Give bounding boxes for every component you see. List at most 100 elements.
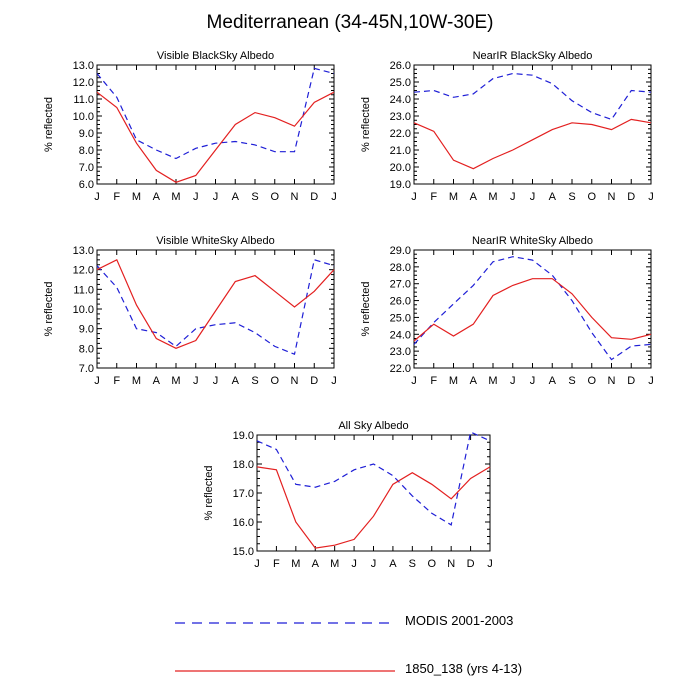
x-tick-label: M [132,375,141,387]
x-tick-label: J [193,191,199,203]
x-tick-label: D [627,375,635,387]
x-tick-label: M [449,191,458,203]
series-line-modis [96,259,335,356]
x-tick-label: M [449,375,458,387]
y-tick-label: 23.0 [390,346,411,358]
y-tick-label: 17.0 [233,488,254,500]
legend-swatch-modis [175,622,395,624]
series-line-model [413,118,652,170]
x-tick-label: J [530,191,536,203]
panel-all-sky: All Sky Albedo % reflected 15.0 16.0 17.0 18.… [203,420,493,570]
x-tick-label: A [312,558,320,570]
y-tick-label: 8.0 [79,343,94,355]
x-tick-label: S [251,375,258,387]
x-tick-label: M [171,375,180,387]
x-tick-label: J [510,191,516,203]
legend-label-model: 1850_138 (yrs 4-13) [405,661,523,676]
y-axis-label: % reflected [360,97,372,152]
x-tick-label: D [310,375,318,387]
x-tick-label: J [331,375,337,387]
x-tick-label: J [648,375,654,387]
y-tick-label: 13.0 [73,245,94,257]
y-tick-label: 10.0 [73,304,94,316]
x-tick-label: O [270,375,279,387]
x-tick-label: J [254,558,260,570]
x-tick-label: D [467,558,475,570]
series-line-modis [413,72,652,121]
y-tick-label: 25.0 [390,312,411,324]
panel-visible-blacksky: Visible BlackSky Albedo % reflected 6.0 7.0… [43,50,337,203]
y-tick-label: 25.0 [390,77,411,89]
y-axis-label: % reflected [203,465,215,520]
x-tick-label: J [331,191,337,203]
plot-frame [256,434,491,552]
legend-item-modis: MODIS 2001-2003 [0,613,700,633]
panel-title: Visible WhiteSky Albedo [156,235,274,247]
y-tick-label: 19.0 [390,179,411,191]
x-tick-label: J [371,558,377,570]
y-tick-label: 26.0 [390,296,411,308]
x-tick-label: J [94,375,100,387]
x-tick-label: S [568,191,575,203]
x-tick-label: A [153,375,161,387]
x-tick-label: N [291,191,299,203]
x-tick-label: M [132,191,141,203]
series-line-model [256,466,491,549]
panel-title: All Sky Albedo [338,420,408,432]
y-tick-label: 29.0 [390,245,411,257]
y-tick-label: 15.0 [233,546,254,558]
y-tick-label: 28.0 [390,262,411,274]
x-tick-label: M [330,558,339,570]
x-tick-label: F [430,375,437,387]
y-axis-label: % reflected [43,281,55,336]
x-tick-label: A [470,375,478,387]
legend-label-modis: MODIS 2001-2003 [405,613,514,628]
x-tick-label: J [530,375,536,387]
x-tick-label: J [213,191,219,203]
x-tick-label: J [411,375,417,387]
y-tick-label: 6.0 [79,179,94,191]
y-tick-label: 19.0 [233,430,254,442]
y-tick-label: 22.0 [390,128,411,140]
x-tick-label: N [447,558,455,570]
panel-title: NearIR BlackSky Albedo [473,50,593,62]
x-tick-label: J [411,191,417,203]
y-tick-label: 8.0 [79,145,94,157]
plot-frame [96,64,335,185]
x-tick-label: D [310,191,318,203]
panel-title: NearIR WhiteSky Albedo [472,235,593,247]
x-tick-label: F [113,191,120,203]
series-line-model [96,91,335,183]
x-tick-label: A [389,558,397,570]
x-tick-label: M [171,191,180,203]
y-tick-label: 20.0 [390,162,411,174]
legend-item-model: 1850_138 (yrs 4-13) [0,661,700,681]
y-tick-label: 26.0 [390,60,411,72]
y-tick-label: 16.0 [233,517,254,529]
series-line-model [413,278,652,342]
plot-frame [413,64,652,185]
y-tick-label: 7.0 [79,162,94,174]
panel-visible-whitesky: Visible WhiteSky Albedo % reflected 7.0 8.0… [43,235,337,387]
series-line-model [96,258,335,349]
y-tick-label: 9.0 [79,128,94,140]
x-tick-label: O [587,191,596,203]
legend-swatch-model [175,670,395,672]
y-axis-label: % reflected [360,281,372,336]
x-tick-label: J [94,191,100,203]
x-tick-label: S [251,191,258,203]
series-line-modis [256,431,491,526]
x-tick-label: F [273,558,280,570]
x-tick-label: J [510,375,516,387]
y-tick-label: 9.0 [79,324,94,336]
panel-nearir-blacksky: NearIR BlackSky Albedo % reflected 19.0 20.… [360,50,654,203]
x-tick-label: A [549,375,557,387]
y-tick-label: 12.0 [73,265,94,277]
x-tick-label: S [409,558,416,570]
x-tick-label: F [430,191,437,203]
x-tick-label: F [113,375,120,387]
x-tick-label: O [270,191,279,203]
panel-title: Visible BlackSky Albedo [157,50,274,62]
x-tick-label: A [549,191,557,203]
